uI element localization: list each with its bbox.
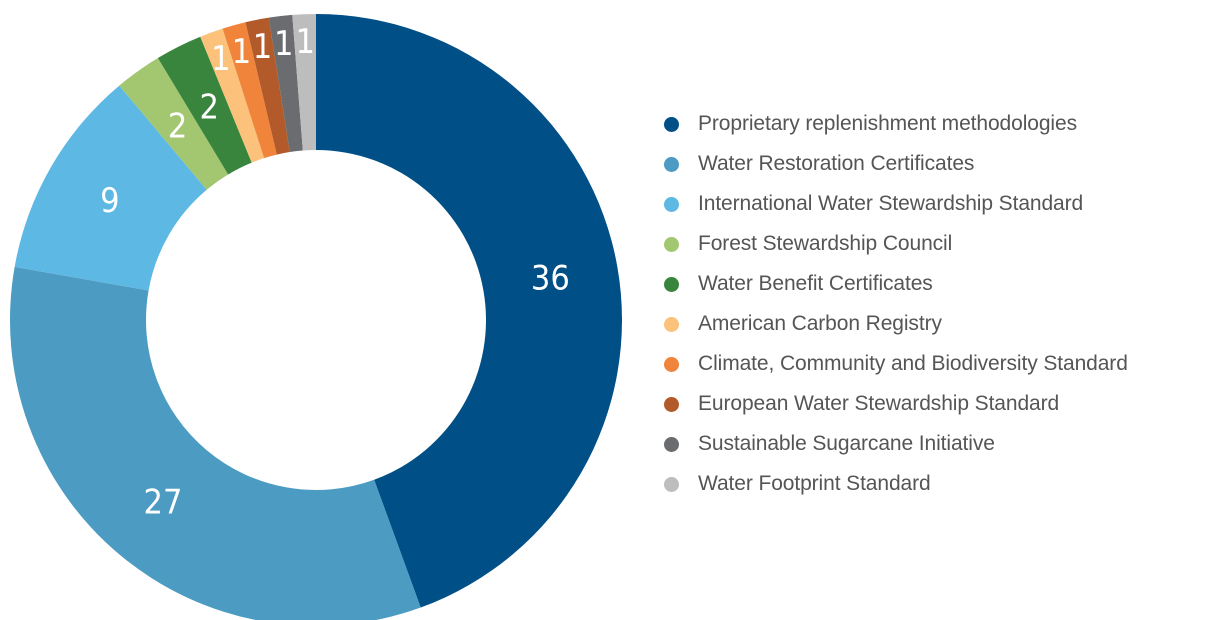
legend-swatch — [664, 316, 679, 332]
slice-value-label: 1 — [232, 32, 251, 72]
legend-item-american-carbon-registry: American Carbon Registry — [664, 304, 1229, 344]
slice-value-label: 27 — [144, 482, 183, 522]
donut-chart: 36 27 9 2 2 1 1 1 1 1 — [10, 14, 623, 620]
slice-value-label: 1 — [274, 24, 293, 64]
legend-swatch — [664, 436, 679, 452]
legend-label: Water Footprint Standard — [698, 472, 931, 495]
slice-proprietary-replenishment-methodologies — [316, 14, 623, 608]
legend-item-climate-community-and-biodiversity-standard: Climate, Community and Biodiversity Stan… — [664, 344, 1229, 384]
legend-label: Proprietary replenishment methodologies — [698, 112, 1077, 135]
legend-item-international-water-stewardship-standard: International Water Stewardship Standard — [664, 184, 1229, 224]
legend-swatch — [664, 236, 679, 252]
slice-european-water-stewardship-standard — [245, 17, 290, 155]
legend-label: Water Restoration Certificates — [698, 152, 975, 175]
slice-value-label: 2 — [199, 87, 218, 127]
slices-layer — [10, 14, 623, 620]
legend-item-forest-stewardship-council: Forest Stewardship Council — [664, 224, 1229, 264]
legend-label: European Water Stewardship Standard — [698, 392, 1060, 415]
slice-american-carbon-registry — [200, 28, 265, 163]
slice-international-water-stewardship-standard — [14, 85, 207, 291]
legend-item-european-water-stewardship-standard: European Water Stewardship Standard — [664, 384, 1229, 424]
slice-climate-community-and-biodiversity-standard — [222, 22, 277, 159]
slice-value-label: 1 — [211, 39, 230, 79]
legend-swatch — [664, 156, 679, 172]
slice-water-benefit-certificates — [157, 36, 252, 175]
slice-forest-stewardship-council — [119, 58, 229, 190]
slice-sustainable-sugarcane-initiative — [268, 14, 303, 153]
legend-item-sustainable-sugarcane-initiative: Sustainable Sugarcane Initiative — [664, 424, 1229, 464]
legend-item-water-restoration-certificates: Water Restoration Certificates — [664, 144, 1229, 184]
legend-swatch — [664, 196, 679, 212]
legend-swatch — [664, 116, 679, 132]
slice-value-label: 1 — [295, 22, 314, 62]
slice-value-label: 9 — [100, 181, 119, 221]
legend-item-water-benefit-certificates: Water Benefit Certificates — [664, 264, 1229, 304]
legend-item-water-footprint-standard: Water Footprint Standard — [664, 464, 1229, 504]
legend: Proprietary replenishment methodologies W… — [664, 104, 1229, 504]
slice-value-label: 2 — [168, 106, 187, 146]
legend-label: American Carbon Registry — [698, 312, 942, 335]
legend-label: Sustainable Sugarcane Initiative — [698, 432, 995, 455]
legend-label: Water Benefit Certificates — [698, 272, 933, 295]
slice-value-label: 36 — [531, 259, 570, 299]
legend-label: International Water Stewardship Standard — [698, 192, 1084, 215]
legend-swatch — [664, 276, 679, 292]
slice-value-label: 1 — [253, 27, 272, 67]
slice-water-restoration-certificates — [10, 266, 421, 620]
legend-swatch — [664, 476, 679, 492]
legend-swatch — [664, 396, 679, 412]
legend-label: Forest Stewardship Council — [698, 232, 953, 255]
legend-label: Climate, Community and Biodiversity Stan… — [698, 352, 1128, 375]
legend-item-proprietary-replenishment-methodologies: Proprietary replenishment methodologies — [664, 104, 1229, 144]
legend-swatch — [664, 356, 679, 372]
slice-water-footprint-standard — [292, 14, 316, 151]
